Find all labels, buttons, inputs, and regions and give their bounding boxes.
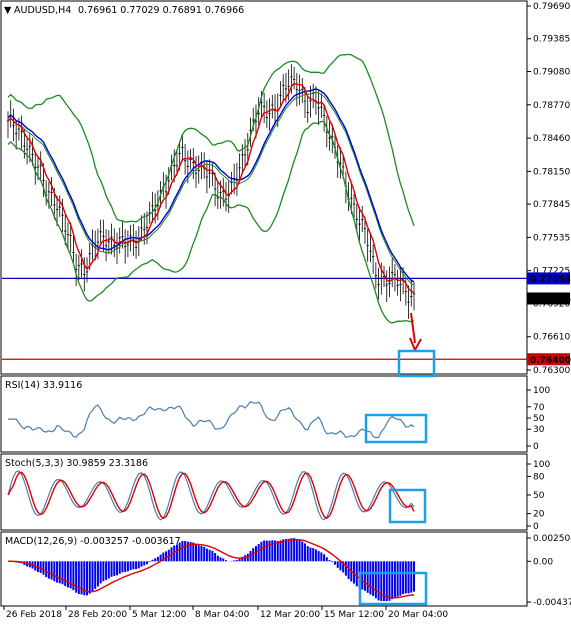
macd-signal-line [7,538,415,599]
collapse-arrow-icon[interactable]: ▼ [4,5,12,16]
macd-tick-label: 0.00 [533,557,553,567]
price-flag [527,292,570,305]
time-tick-label: 15 Mar 12:00 [324,610,384,620]
price-tick-label: 0.79385 [533,35,570,45]
price-tick-label: 0.77535 [533,233,570,243]
bollinger-lower-line [7,120,415,324]
rsi-tick-label: 70 [533,403,545,413]
stoch-tick-label: 0 [533,522,539,532]
rsi-line [8,400,415,439]
time-tick-label: 5 Mar 12:00 [132,610,187,620]
price-flag [527,353,570,366]
rsi-tick-label: 50 [533,414,545,424]
slow-ma-line [7,88,415,283]
price-tick-label: 0.79690 [533,2,570,12]
time-tick-label: 28 Feb 20:00 [68,610,127,620]
stoch-tick-label: 20 [533,510,545,520]
price-axis: 0.79690 0.79385 0.79080 0.78770 0.78460 0.781… [527,2,571,376]
price-series [2,53,527,378]
symbol-timeframe: AUDUSD,H4 [14,5,71,16]
price-flag-label: 0.76400 [530,356,571,366]
stoch-panel [0,453,528,531]
price-panel [0,0,528,375]
price-tick-label: 0.78460 [533,134,570,144]
macd-tick-label: -0.00437 [533,598,571,608]
ohlc-values: 0.76961 0.77029 0.76891 0.76966 [78,5,244,16]
rsi-panel [0,375,528,453]
price-tick-label: 0.76300 [533,366,570,376]
fast-ma-line [7,82,415,294]
bollinger-mid-line [7,91,415,286]
stoch-tick-label: 100 [533,460,550,470]
time-tick-label: 26 Feb 2018 [6,610,62,620]
time-tick-label: 12 Mar 20:00 [260,610,320,620]
price-flag [527,272,570,285]
stoch-series [7,470,427,524]
macd-series [7,538,428,606]
price-tick-label: 0.79080 [533,67,570,77]
price-flag-label: 0.76966 [530,295,571,305]
stoch-signal-line [7,471,415,520]
target-highlight-box [397,349,436,378]
macd-tick-label: 0.002504 [533,534,571,544]
macd-label: MACD(12,26,9) -0.003257 -0.003617 [5,536,181,547]
stoch-tick-label: 80 [533,472,545,482]
price-tick-label: 0.77225 [533,267,570,277]
bollinger-upper-line [7,53,415,227]
macd-highlight-box [358,571,428,606]
price-flag-label: 0.77153 [530,275,571,285]
rsi-tick-label: 100 [533,386,550,396]
stoch-highlight-box [388,488,427,524]
price-tick-label: 0.77845 [533,200,570,210]
price-tick-label: 0.76610 [533,333,570,343]
rsi-tick-label: 30 [533,425,545,435]
price-tick-label: 0.78150 [533,167,570,177]
price-tick-label: 0.78770 [533,101,570,111]
stoch-label: Stoch(5,3,3) 30.9859 23.3186 [5,458,148,469]
rsi-tick-label: 0 [533,442,539,452]
rsi-series [8,400,428,444]
rsi-label: RSI(14) 33.9116 [5,380,82,391]
time-tick-label: 20 Mar 04:00 [388,610,448,620]
time-axis: 26 Feb 2018 28 Feb 20:00 5 Mar 12:00 8 Mar … [3,606,448,620]
time-tick-label: 8 Mar 04:00 [195,610,250,620]
rsi-highlight-box [364,413,428,444]
stoch-tick-label: 50 [533,491,545,501]
forecast-arrow [410,312,416,344]
